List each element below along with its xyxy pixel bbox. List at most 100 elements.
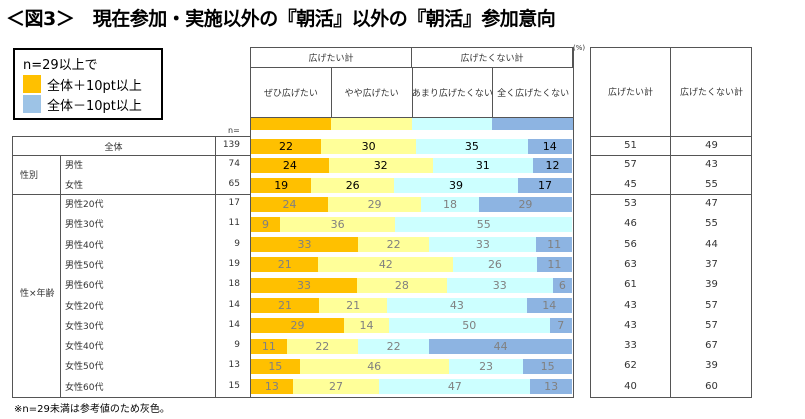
bar-segment: 31 bbox=[432, 157, 534, 173]
bar-segment: 33 bbox=[446, 277, 553, 293]
totals-divider bbox=[670, 47, 671, 398]
bar-segment: 26 bbox=[453, 257, 537, 273]
row-label: 全体 bbox=[104, 143, 123, 153]
bar-segment: 39 bbox=[394, 177, 518, 193]
total-value: 43 bbox=[705, 159, 718, 170]
bar-segment: 30 bbox=[320, 138, 417, 154]
row-label: 女性40代 bbox=[65, 342, 104, 353]
bar-segment: 50 bbox=[389, 318, 550, 334]
bar-segment: 19 bbox=[251, 177, 312, 193]
total-value: 44 bbox=[705, 238, 718, 250]
bar-segment: 17 bbox=[517, 177, 572, 193]
row-separator bbox=[12, 136, 250, 137]
bar-segment: 18 bbox=[421, 196, 479, 212]
unit-label: (%) bbox=[573, 44, 586, 52]
legend-label: 全体＋10pt以上 bbox=[47, 78, 142, 94]
total-value: 43 bbox=[624, 319, 637, 331]
legend: n=29以上で 全体＋10pt以上 全体－10pt以上 bbox=[13, 48, 163, 120]
n-value: 11 bbox=[228, 218, 240, 229]
n-value: 65 bbox=[228, 179, 240, 189]
row-separator bbox=[12, 397, 250, 398]
total-value: 39 bbox=[705, 360, 718, 372]
row-label: 男性 bbox=[65, 161, 84, 171]
row-separator bbox=[590, 136, 752, 137]
bar-segment: 11 bbox=[536, 237, 572, 253]
header-border bbox=[250, 47, 251, 398]
group-header: 広げたくない計 bbox=[411, 47, 573, 68]
n-value: 9 bbox=[234, 238, 240, 249]
row-label: 女性60代 bbox=[65, 382, 104, 393]
header-border bbox=[573, 47, 574, 398]
row-label: 男性40代 bbox=[65, 240, 104, 251]
total-value: 56 bbox=[624, 238, 637, 250]
bar-segment: 24 bbox=[251, 157, 329, 173]
bar-segment: 15 bbox=[251, 358, 300, 374]
n-value: 74 bbox=[228, 159, 240, 169]
row-separator bbox=[590, 194, 752, 195]
group-header: 広げたい計 bbox=[250, 47, 412, 68]
bar-segment: 33 bbox=[251, 237, 358, 253]
bar-segment: 9 bbox=[251, 216, 280, 232]
row-label: 男性30代 bbox=[65, 220, 104, 231]
bar-segment: 43 bbox=[387, 298, 527, 313]
bar-segment: 13 bbox=[530, 379, 572, 395]
bar-segment: 14 bbox=[527, 138, 572, 154]
row-label: 女性50代 bbox=[65, 362, 104, 373]
total-value: 37 bbox=[705, 258, 718, 270]
legend-item: 全体＋10pt以上 bbox=[23, 74, 161, 94]
total-value: 45 bbox=[624, 179, 637, 190]
row-label: 男性50代 bbox=[65, 260, 104, 271]
series-swatch bbox=[411, 118, 493, 130]
bar-segment: 55 bbox=[395, 216, 572, 232]
bar-segment: 42 bbox=[318, 257, 454, 273]
bar-segment: 22 bbox=[358, 237, 430, 253]
n-value: 14 bbox=[228, 319, 240, 330]
row-label: 女性30代 bbox=[65, 321, 104, 332]
bar-segment: 23 bbox=[448, 358, 524, 374]
series-header: やや広げたい bbox=[330, 67, 413, 118]
bar-segment: 33 bbox=[429, 237, 537, 253]
total-value: 55 bbox=[705, 179, 718, 190]
totals-header: 広げたい計 bbox=[607, 88, 653, 98]
bar-segment: 35 bbox=[416, 138, 528, 154]
row-label: 男性60代 bbox=[65, 281, 104, 292]
n-label: n= bbox=[228, 126, 240, 135]
bar-segment: 46 bbox=[299, 358, 449, 374]
bar-segment: 36 bbox=[279, 216, 396, 232]
bar-segment: 22 bbox=[286, 338, 358, 354]
group-label: 性×年齢 bbox=[20, 289, 55, 299]
bar-segment: 21 bbox=[251, 257, 319, 273]
group-label: 性別 bbox=[20, 171, 39, 181]
series-header: 全く広げたくない bbox=[492, 67, 574, 118]
total-value: 43 bbox=[624, 299, 637, 311]
total-value: 49 bbox=[705, 140, 718, 151]
total-value: 33 bbox=[624, 340, 637, 352]
bar-segment: 14 bbox=[344, 318, 390, 334]
row-separator bbox=[590, 397, 752, 398]
total-value: 57 bbox=[705, 319, 718, 331]
bar-segment: 7 bbox=[549, 318, 572, 334]
row-label: 男性20代 bbox=[65, 200, 104, 210]
n-value: 14 bbox=[228, 299, 240, 310]
bar-segment: 32 bbox=[328, 157, 433, 173]
bar-segment: 12 bbox=[533, 157, 572, 173]
row-separator bbox=[12, 194, 250, 195]
legend-heading: n=29以上で bbox=[23, 58, 98, 73]
total-value: 55 bbox=[705, 218, 718, 230]
bar-segment: 24 bbox=[251, 196, 329, 212]
n-value: 17 bbox=[228, 198, 240, 208]
chart-title: ＜図3＞ 現在参加・実施以外の『朝活』以外の『朝活』参加意向 bbox=[6, 8, 556, 30]
bar-segment: 29 bbox=[328, 196, 422, 212]
group-divider bbox=[60, 155, 61, 398]
total-value: 57 bbox=[624, 159, 637, 170]
row-separator bbox=[12, 155, 250, 156]
total-value: 62 bbox=[624, 360, 637, 372]
bar-segment: 21 bbox=[251, 298, 320, 313]
bar-bottom bbox=[250, 397, 573, 398]
row-label: 女性 bbox=[65, 181, 84, 191]
total-value: 39 bbox=[705, 279, 718, 291]
n-value: 15 bbox=[228, 380, 240, 391]
n-divider bbox=[215, 136, 216, 398]
total-value: 60 bbox=[705, 380, 718, 392]
series-header: あまり広げたくない bbox=[411, 67, 494, 118]
